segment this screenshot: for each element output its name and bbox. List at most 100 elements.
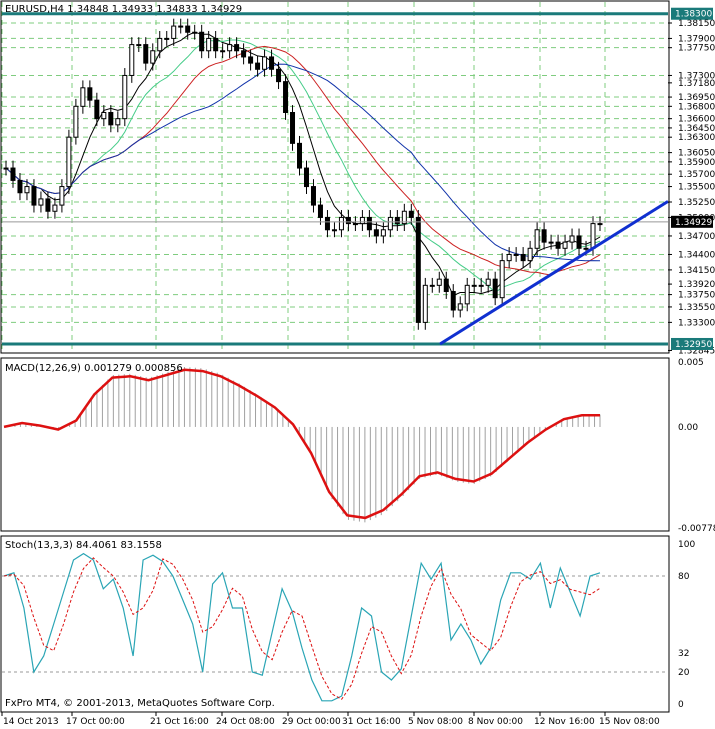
candle-body: [394, 216, 400, 225]
macd-signal-line: [3, 368, 600, 520]
time-tick-label: 5 Nov 08:00: [408, 717, 463, 727]
candle-body: [248, 56, 254, 64]
candle-body: [227, 44, 233, 52]
candle-body: [66, 136, 72, 188]
candle-body: [178, 25, 184, 28]
support-level-label: 1.32950: [675, 340, 712, 350]
candle-body: [3, 167, 9, 170]
candle-body: [276, 68, 282, 83]
candle-body: [255, 62, 261, 70]
candle-body: [171, 25, 177, 39]
candle-body: [269, 56, 275, 70]
candle-body: [387, 216, 393, 231]
time-tick-label: 17 Oct 00:00: [66, 717, 125, 727]
candle-body: [52, 204, 58, 212]
candle-body: [283, 81, 289, 113]
stochastic-indicator: 100 80 32 20 0: [2, 540, 695, 710]
candle-body: [192, 31, 198, 34]
candle-body: [555, 241, 561, 249]
candle-body: [101, 111, 107, 120]
stoch-tick-label: 80: [678, 572, 690, 582]
candle-body: [143, 44, 149, 64]
candle-body: [373, 229, 379, 237]
support-trendline: [439, 200, 669, 346]
main-panel-frame: [0, 0, 670, 354]
candle-body: [157, 37, 163, 52]
candlesticks: [3, 18, 603, 330]
time-tick-label: 12 Nov 16:00: [534, 717, 595, 727]
candle-body: [241, 50, 247, 58]
candle-body: [38, 198, 44, 206]
candle-body: [415, 216, 421, 323]
price-tick-label: 1.37900: [678, 34, 715, 44]
candle-body: [45, 198, 51, 212]
resistance-level-label: 1.38300: [675, 10, 712, 20]
macd-indicator: 0.005 0.00 -0.00778: [3, 358, 715, 534]
candle-body: [478, 284, 484, 287]
price-tick-label: 1.34700: [678, 232, 715, 242]
ma-blue-line: [5, 63, 601, 262]
price-tick-label: 1.32845: [678, 346, 715, 356]
candle-body: [310, 186, 316, 206]
price-tick-label: 1.34150: [678, 266, 715, 276]
candle-body: [366, 216, 372, 231]
stoch-signal-line: [3, 557, 601, 700]
price-tick-label: 1.36450: [678, 124, 715, 134]
candle-body: [513, 253, 519, 256]
candle-body: [220, 50, 226, 53]
candle-body: [345, 216, 351, 225]
candle-body: [457, 303, 463, 311]
candle-body: [443, 278, 449, 293]
time-tick-label: 15 Nov 08:00: [599, 717, 660, 727]
candle-body: [527, 247, 533, 262]
candle-body: [317, 204, 323, 218]
candle-body: [59, 186, 65, 206]
candle-body: [108, 111, 114, 126]
candle-body: [115, 118, 121, 126]
candle-body: [590, 223, 596, 249]
stoch-tick-label: 0: [678, 700, 684, 710]
candle-body: [352, 223, 358, 226]
candle-body: [262, 56, 268, 70]
time-tick-label: 14 Oct 2013: [3, 717, 59, 727]
candle-body: [499, 260, 505, 299]
candle-body: [429, 284, 435, 287]
candle-body: [297, 142, 303, 169]
candle-body: [597, 223, 603, 226]
price-tick-label: 1.37750: [678, 44, 715, 54]
price-tick-label: 1.35250: [678, 198, 715, 208]
candle-body: [492, 278, 498, 299]
price-tick-label: 1.36800: [678, 102, 715, 112]
candle-body: [164, 37, 170, 40]
candle-body: [87, 87, 93, 101]
price-tick-label: 1.36950: [678, 93, 715, 103]
candle-body: [213, 37, 219, 52]
candle-body: [94, 99, 100, 120]
candle-body: [303, 167, 309, 188]
candle-body: [583, 247, 589, 250]
macd-tick-label: -0.00778: [678, 524, 715, 534]
candle-body: [10, 167, 16, 181]
candle-body: [73, 105, 79, 138]
time-tick-label: 29 Oct 00:00: [282, 717, 341, 727]
price-tick-label: 1.33300: [678, 318, 715, 328]
price-tick-label: 1.35700: [678, 170, 715, 180]
current-price-label: 1.34929: [675, 218, 712, 228]
stoch-tick-label: 100: [678, 540, 695, 550]
candle-body: [380, 229, 386, 237]
price-tick-label: 1.35500: [678, 183, 715, 193]
price-tick-label: 1.38150: [678, 19, 715, 29]
candle-body: [206, 37, 212, 52]
level-badge: [671, 337, 713, 350]
stoch-tick-label: 32: [678, 649, 689, 659]
time-tick-label: 8 Nov 00:00: [468, 717, 523, 727]
stoch-header: Stoch(13,3,3) 84.4061 83.1558: [5, 540, 162, 551]
candle-body: [520, 253, 526, 262]
candle-body: [534, 229, 540, 249]
stoch-main-line: [3, 552, 601, 702]
candle-body: [24, 186, 30, 194]
candle-body: [562, 241, 568, 249]
chart-header: EURUSD,H4 1.34848 1.34933 1.34833 1.3492…: [5, 4, 242, 15]
